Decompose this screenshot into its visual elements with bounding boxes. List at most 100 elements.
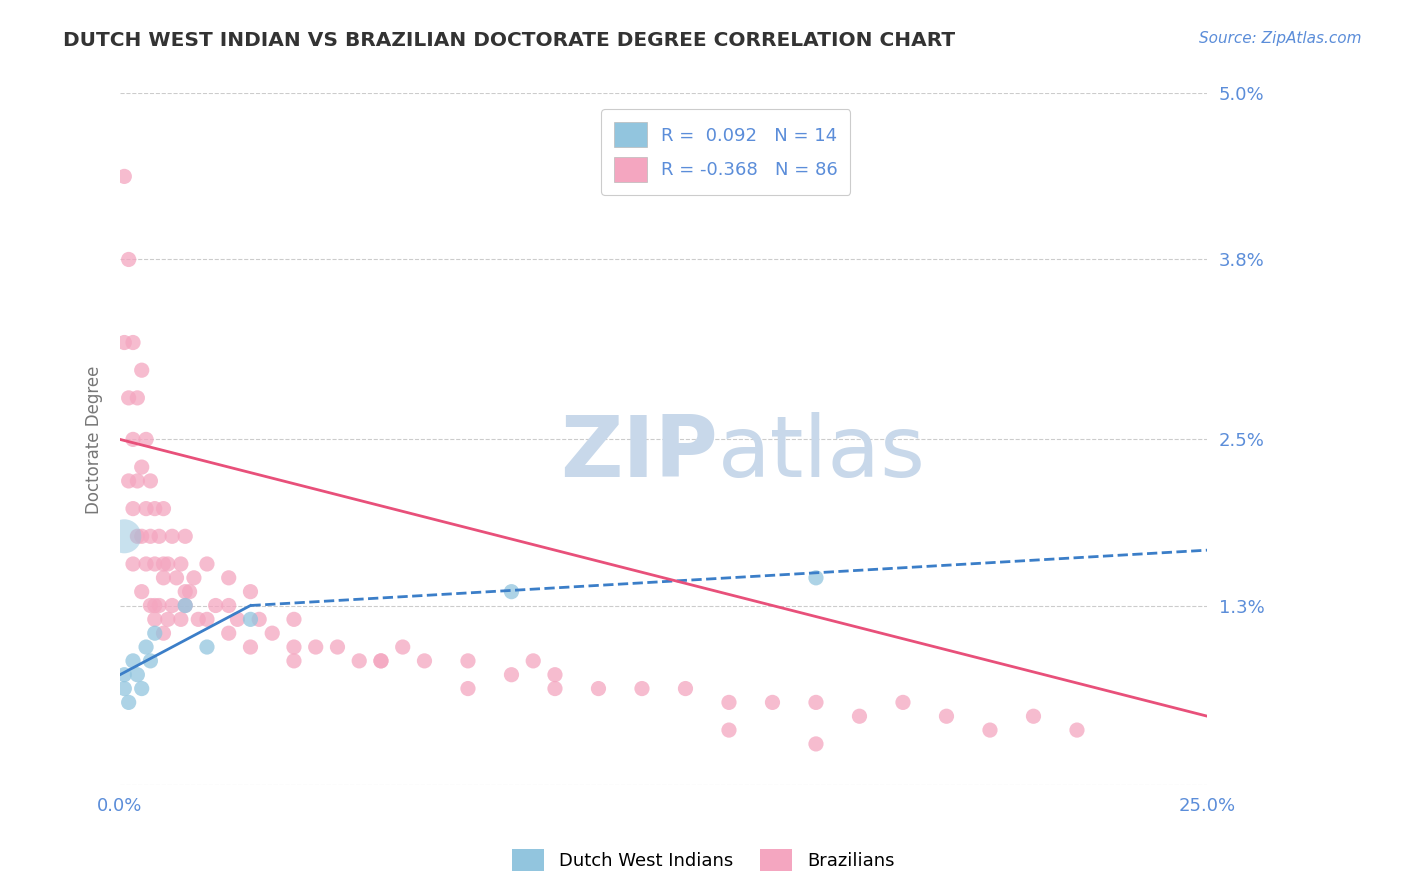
Point — [501, 584, 523, 599]
Point — [761, 695, 783, 709]
Point — [166, 571, 188, 585]
Point — [457, 654, 479, 668]
Point — [413, 654, 436, 668]
Point — [1022, 709, 1045, 723]
Point — [143, 626, 166, 640]
Point — [370, 654, 392, 668]
Point — [122, 335, 145, 350]
Point — [160, 529, 183, 543]
Point — [935, 709, 957, 723]
Point — [118, 391, 141, 405]
Point — [127, 474, 149, 488]
Point — [804, 737, 827, 751]
Point — [131, 529, 153, 543]
Point — [717, 723, 740, 737]
Point — [152, 626, 174, 640]
Point — [891, 695, 914, 709]
Point — [143, 612, 166, 626]
Point — [283, 640, 305, 654]
Text: Source: ZipAtlas.com: Source: ZipAtlas.com — [1198, 31, 1361, 46]
Point — [135, 557, 157, 571]
Point — [139, 599, 162, 613]
Point — [848, 709, 870, 723]
Point — [122, 433, 145, 447]
Point — [127, 667, 149, 681]
Point — [717, 695, 740, 709]
Point — [187, 612, 209, 626]
Y-axis label: Doctorate Degree: Doctorate Degree — [86, 365, 103, 514]
Point — [804, 571, 827, 585]
Point — [239, 640, 262, 654]
Point — [131, 460, 153, 475]
Point — [218, 571, 240, 585]
Point — [501, 667, 523, 681]
Point — [112, 169, 135, 184]
Point — [127, 529, 149, 543]
Point — [239, 612, 262, 626]
Point — [143, 557, 166, 571]
Point — [143, 501, 166, 516]
Point — [118, 252, 141, 267]
Point — [152, 557, 174, 571]
Point — [139, 529, 162, 543]
Point — [457, 681, 479, 696]
Point — [170, 557, 193, 571]
Point — [370, 654, 392, 668]
Point — [122, 654, 145, 668]
Point — [127, 391, 149, 405]
Point — [131, 681, 153, 696]
Point — [979, 723, 1001, 737]
Point — [305, 640, 328, 654]
Point — [326, 640, 349, 654]
Point — [391, 640, 413, 654]
Point — [139, 654, 162, 668]
Point — [283, 612, 305, 626]
Point — [156, 612, 179, 626]
Point — [239, 584, 262, 599]
Point — [131, 584, 153, 599]
Point — [247, 612, 270, 626]
Point — [118, 695, 141, 709]
Point — [122, 557, 145, 571]
Point — [218, 599, 240, 613]
Point — [226, 612, 249, 626]
Point — [183, 571, 205, 585]
Point — [347, 654, 370, 668]
Point — [179, 584, 201, 599]
Point — [152, 571, 174, 585]
Point — [174, 599, 197, 613]
Point — [262, 626, 284, 640]
Text: atlas: atlas — [718, 412, 927, 495]
Point — [152, 501, 174, 516]
Text: DUTCH WEST INDIAN VS BRAZILIAN DOCTORATE DEGREE CORRELATION CHART: DUTCH WEST INDIAN VS BRAZILIAN DOCTORATE… — [63, 31, 956, 50]
Point — [283, 654, 305, 668]
Point — [112, 667, 135, 681]
Point — [135, 501, 157, 516]
Point — [143, 599, 166, 613]
Point — [218, 626, 240, 640]
Point — [118, 474, 141, 488]
Point — [195, 612, 218, 626]
Point — [522, 654, 544, 668]
Point — [174, 599, 197, 613]
Point — [122, 501, 145, 516]
Point — [112, 529, 135, 543]
Point — [195, 557, 218, 571]
Point — [148, 529, 170, 543]
Point — [544, 681, 567, 696]
Point — [195, 640, 218, 654]
Point — [675, 681, 697, 696]
Point — [139, 474, 162, 488]
Legend: R =  0.092   N = 14, R = -0.368   N = 86: R = 0.092 N = 14, R = -0.368 N = 86 — [602, 110, 851, 194]
Legend: Dutch West Indians, Brazilians: Dutch West Indians, Brazilians — [505, 842, 901, 879]
Point — [156, 557, 179, 571]
Point — [588, 681, 610, 696]
Point — [131, 363, 153, 377]
Point — [135, 640, 157, 654]
Point — [160, 599, 183, 613]
Point — [170, 612, 193, 626]
Text: ZIP: ZIP — [561, 412, 718, 495]
Point — [1066, 723, 1088, 737]
Point — [135, 433, 157, 447]
Point — [631, 681, 654, 696]
